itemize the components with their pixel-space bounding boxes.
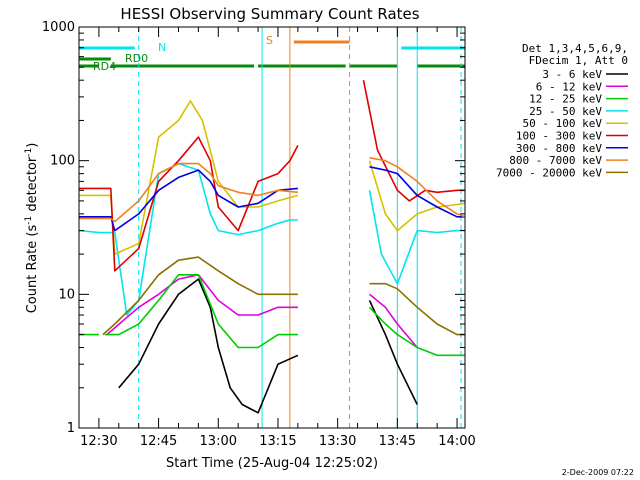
series-line-0 [118, 278, 418, 414]
chart-title: HESSI Observing Summary Count Rates [120, 5, 419, 23]
y-axis-label-mid: detector [25, 156, 40, 216]
timestamp: 2-Dec-2009 07:22 [562, 468, 634, 477]
x-axis-label: Start Time (25-Aug-04 12:25:02) [166, 456, 378, 471]
legend-label-2: 12 - 25 keV [529, 93, 602, 106]
vertical-markers [138, 27, 462, 428]
annotation-rd4: RD4 [93, 60, 116, 73]
series-line-7 [79, 157, 466, 223]
legend-label-7: 800 - 7000 keV [509, 154, 602, 167]
y-tick-label-3: 1000 [42, 20, 75, 35]
y-axis-label: Count Rate (s-1 detector-1) [24, 143, 40, 314]
series-line-8 [102, 256, 465, 336]
x-tick-label-5: 13:45 [379, 434, 416, 449]
x-tick-label-0: 12:30 [80, 434, 117, 449]
state-bars [79, 40, 465, 68]
x-tick-label-1: 12:45 [140, 434, 177, 449]
legend-label-3: 25 - 50 keV [529, 105, 602, 118]
y-axis-label-sup-2: -1 [24, 148, 34, 157]
annotation-rd0: RD0 [125, 52, 148, 65]
y-axis-label-suffix: ) [25, 143, 40, 148]
axis-ticks: 1 10 100 1000 12:30 12:45 13:00 13:15 13:30 13:45… [42, 20, 476, 449]
legend-label-8: 7000 - 20000 keV [496, 166, 602, 179]
y-tick-label-2: 100 [50, 154, 75, 169]
series-line-1 [106, 274, 418, 349]
y-axis-label-prefix: Count Rate (s [25, 225, 40, 314]
series-line-4 [79, 100, 466, 255]
x-tick-label-4: 13:30 [319, 434, 356, 449]
legend-label-1: 6 - 12 keV [536, 80, 603, 93]
x-tick-label-2: 13:00 [200, 434, 237, 449]
legend-label-4: 50 - 100 keV [523, 117, 603, 130]
annotation-s: S [266, 34, 273, 47]
y-axis-label-sup-1: -1 [24, 216, 34, 225]
series-lines [78, 80, 466, 414]
series-line-6 [79, 166, 465, 232]
x-tick-label-3: 13:15 [259, 434, 296, 449]
x-tick-label-6: 14:00 [438, 434, 475, 449]
legend-label-5: 100 - 300 keV [516, 130, 602, 143]
y-tick-label-0: 1 [67, 421, 75, 436]
plot-frame [78, 26, 466, 429]
legend-header-line-2: FDecim 1, Att 0 [529, 54, 628, 67]
legend-header-line-1: Det 1,3,4,5,6,9, [522, 42, 628, 55]
annotation-n: N [158, 41, 166, 54]
legend-label-6: 300 - 800 keV [516, 142, 602, 155]
legend-label-0: 3 - 6 keV [542, 68, 602, 81]
y-tick-label-1: 10 [58, 287, 75, 302]
